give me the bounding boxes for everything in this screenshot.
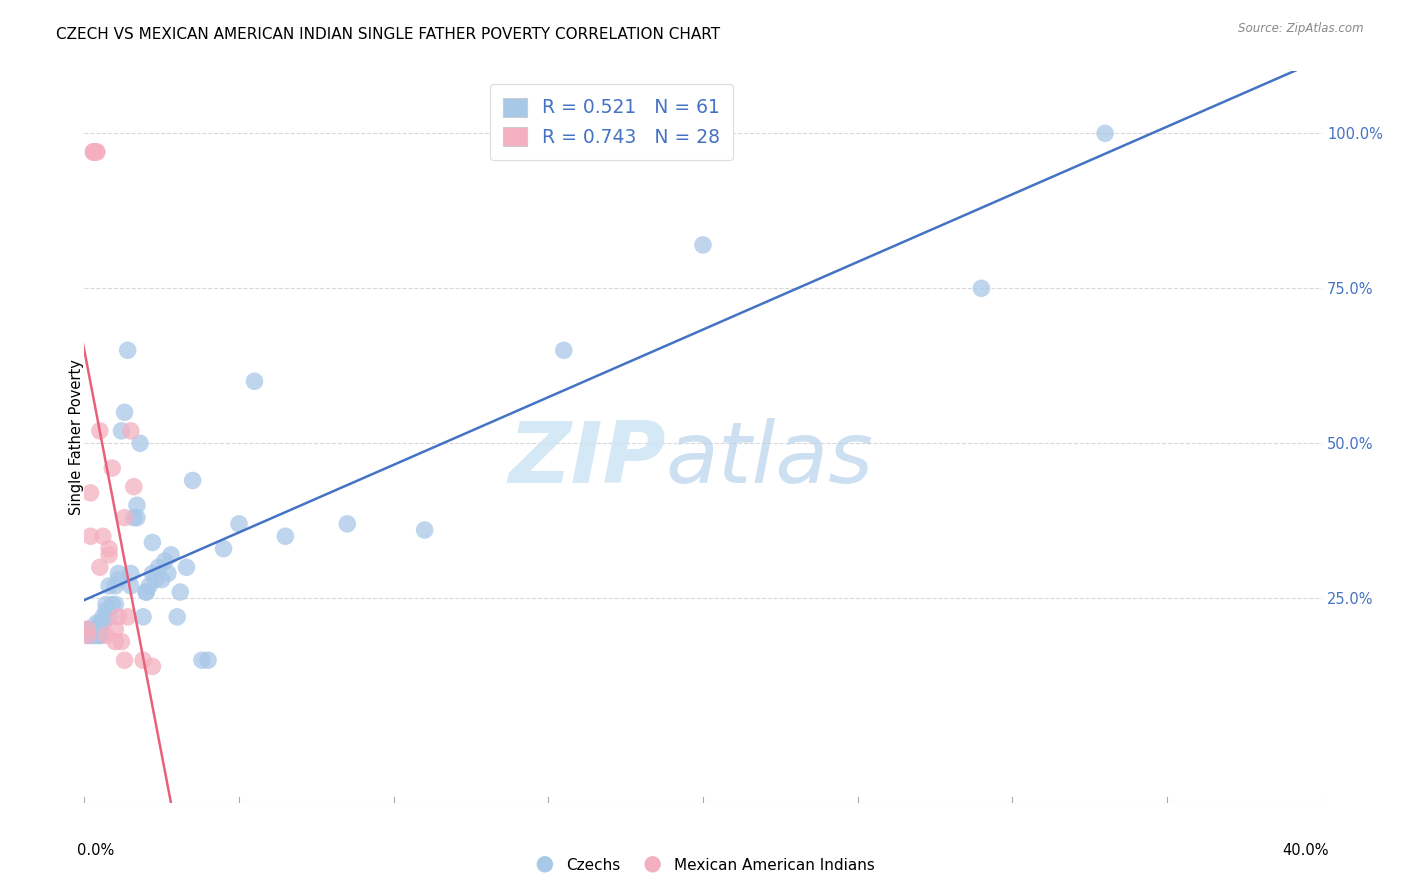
Point [94,628,117,642]
Point [166,610,188,624]
Point [86,622,108,636]
Point [132,653,155,667]
Point [76,622,98,636]
Text: Source: ZipAtlas.com: Source: ZipAtlas.com [1239,22,1364,36]
Point [413,523,436,537]
Point [141,566,163,581]
Point [141,535,163,549]
Point [169,585,191,599]
Y-axis label: Single Father Poverty: Single Father Poverty [69,359,83,515]
Point [79,529,101,543]
Point [692,238,714,252]
Point [107,610,129,624]
Point [83,145,105,159]
Point [76,628,98,642]
Point [107,573,129,587]
Point [181,474,204,488]
Point [86,628,108,642]
Text: 0.0%: 0.0% [77,843,114,858]
Point [94,598,117,612]
Point [91,615,114,630]
Point [104,579,127,593]
Point [114,653,136,667]
Point [89,424,111,438]
Point [104,622,127,636]
Point [197,653,219,667]
Point [110,634,132,648]
Point [114,405,136,419]
Point [98,548,121,562]
Point [98,610,121,624]
Point [94,604,117,618]
Point [86,615,108,630]
Point [91,529,114,543]
Point [125,510,148,524]
Text: atlas: atlas [666,417,875,500]
Point [98,541,121,556]
Point [114,510,136,524]
Point [101,461,124,475]
Point [120,579,142,593]
Text: CZECH VS MEXICAN AMERICAN INDIAN SINGLE FATHER POVERTY CORRELATION CHART: CZECH VS MEXICAN AMERICAN INDIAN SINGLE … [56,27,720,42]
Point [148,560,170,574]
Point [98,579,121,593]
Point [156,566,179,581]
Point [212,541,235,556]
Point [86,145,108,159]
Point [79,486,101,500]
Point [86,145,108,159]
Point [76,628,98,642]
Point [122,510,145,524]
Point [153,554,176,568]
Point [145,573,167,587]
Point [176,560,198,574]
Legend: Czechs, Mexican American Indians: Czechs, Mexican American Indians [524,851,882,880]
Point [191,653,214,667]
Point [79,628,101,642]
Point [138,579,160,593]
Point [83,145,105,159]
Point [91,610,114,624]
Point [132,610,155,624]
Point [274,529,297,543]
Point [83,145,105,159]
Point [129,436,152,450]
Text: ZIP: ZIP [508,417,666,500]
Point [553,343,575,358]
Point [110,424,132,438]
Point [104,598,127,612]
Point [117,343,139,358]
Point [104,634,127,648]
Point [135,585,157,599]
Point [89,622,111,636]
Point [120,566,142,581]
Point [89,628,111,642]
Point [120,424,142,438]
Point [83,622,105,636]
Point [89,628,111,642]
Point [160,548,183,562]
Point [89,615,111,630]
Point [970,281,993,295]
Point [125,498,148,512]
Point [141,659,163,673]
Point [89,560,111,574]
Point [107,566,129,581]
Point [83,145,105,159]
Point [243,374,266,388]
Point [122,480,145,494]
Point [1094,126,1116,140]
Point [101,598,124,612]
Point [83,628,105,642]
Point [228,516,250,531]
Point [79,622,101,636]
Point [336,516,359,531]
Point [76,622,98,636]
Text: 40.0%: 40.0% [1282,843,1329,858]
Point [135,585,157,599]
Point [150,573,173,587]
Point [117,610,139,624]
